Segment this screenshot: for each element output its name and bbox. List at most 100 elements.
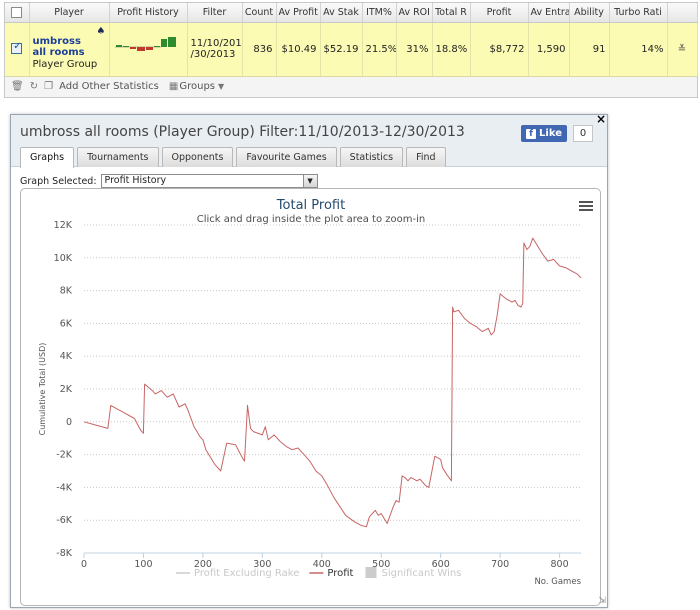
- tab-bar: Graphs Tournaments Opponents Favourite G…: [20, 147, 446, 168]
- column-header-total-roi[interactable]: Total R: [432, 3, 471, 23]
- av-stake-cell: $52.19: [320, 22, 363, 77]
- y-tick-label: -4K: [56, 482, 72, 493]
- av-entrants-cell: 1,590: [528, 22, 570, 77]
- facebook-icon: f: [526, 129, 537, 139]
- x-tick-label: 200: [194, 559, 212, 570]
- av-profit-cell: $10.49: [276, 22, 321, 77]
- tab-tournaments[interactable]: Tournaments: [77, 147, 159, 167]
- x-tick-label: 700: [491, 559, 509, 570]
- poker-player-icon: ♠: [96, 25, 106, 37]
- column-header-av-roi[interactable]: Av ROI: [396, 3, 433, 23]
- x-tick-label: 0: [81, 559, 87, 570]
- y-tick-label: 6K: [60, 318, 73, 329]
- stats-panel: Player Profit History Filter Count Av Pr…: [4, 2, 698, 98]
- graph-selected-label: Graph Selected:: [20, 175, 97, 187]
- av-roi-cell: 31%: [396, 22, 433, 77]
- column-header-actions: [667, 3, 698, 23]
- player-name-link[interactable]: umbross all rooms: [32, 36, 85, 58]
- tab-favourite-games[interactable]: Favourite Games: [236, 147, 337, 167]
- stats-table: Player Profit History Filter Count Av Pr…: [5, 3, 698, 77]
- tab-opponents[interactable]: Opponents: [161, 147, 234, 167]
- y-tick-label: 2K: [60, 384, 73, 395]
- itm-cell: 21.5%: [362, 22, 397, 77]
- column-header-av-entrants[interactable]: Av Entra: [528, 3, 570, 23]
- series-line-profit: [83, 237, 582, 528]
- legend-item-label: Profit Excluding Rake: [194, 568, 299, 579]
- player-dialog: umbross all rooms (Player Group) Filter:…: [10, 112, 608, 608]
- x-tick-label: 300: [253, 559, 271, 570]
- row-action-icon[interactable]: ≚: [667, 22, 698, 77]
- column-header-count[interactable]: Count: [242, 3, 277, 23]
- x-tick-label: 400: [313, 559, 331, 570]
- chart-subtitle: Click and drag inside the plot area to z…: [197, 214, 425, 225]
- trash-icon[interactable]: 🗑: [11, 81, 24, 92]
- graph-select-value: Profit History: [104, 175, 167, 186]
- groups-icon: ▦: [168, 81, 179, 92]
- profit-cell: $8,772: [470, 22, 529, 77]
- y-tick-label: -2K: [56, 450, 72, 461]
- table-row[interactable]: ♠ umbross all rooms Player Group: [5, 22, 698, 77]
- facebook-like-count: 0: [573, 125, 593, 142]
- column-header-av-stake[interactable]: Av Stak: [320, 3, 363, 23]
- legend-item-label: Profit: [327, 568, 353, 579]
- chart-menu-icon[interactable]: [579, 201, 593, 213]
- x-tick-label: 500: [372, 559, 390, 570]
- tab-graphs[interactable]: Graphs: [20, 147, 75, 168]
- column-header-av-profit[interactable]: Av Profit: [276, 3, 321, 23]
- column-header-profit[interactable]: Profit: [470, 3, 529, 23]
- player-cell[interactable]: ♠ umbross all rooms Player Group: [29, 22, 110, 77]
- x-axis-title: No. Games: [534, 577, 581, 587]
- facebook-like-button[interactable]: f Like: [521, 125, 567, 142]
- select-all-cell[interactable]: [5, 3, 30, 23]
- count-cell: 836: [242, 22, 277, 77]
- add-statistics-icon: ❐: [44, 81, 54, 92]
- x-tick-label: 100: [134, 559, 152, 570]
- close-icon[interactable]: ×: [595, 112, 606, 126]
- column-header-ability[interactable]: Ability: [569, 3, 610, 23]
- legend-swatch: [365, 567, 377, 578]
- dialog-header: umbross all rooms (Player Group) Filter:…: [11, 112, 607, 168]
- column-header-profit-history[interactable]: Profit History: [109, 3, 188, 23]
- column-header-itm[interactable]: ITM%: [362, 3, 397, 23]
- tab-find[interactable]: Find: [406, 147, 446, 167]
- column-header-filter[interactable]: Filter: [187, 3, 243, 23]
- graph-select-dropdown[interactable]: Profit History ▼: [100, 174, 318, 188]
- y-tick-label: -8K: [56, 548, 72, 559]
- refresh-icon[interactable]: ↻: [29, 81, 39, 92]
- y-tick-label: 12K: [54, 220, 73, 231]
- total-roi-cell: 18.8%: [432, 22, 471, 77]
- x-tick-label: 800: [551, 559, 569, 570]
- y-tick-label: -6K: [56, 515, 72, 526]
- dropdown-arrow-icon[interactable]: ▼: [302, 175, 317, 187]
- filter-cell[interactable]: 11/10/201 /30/2013: [187, 22, 243, 77]
- tab-statistics[interactable]: Statistics: [339, 147, 404, 167]
- profit-history-cell[interactable]: [109, 22, 188, 77]
- add-other-statistics-button[interactable]: Add Other Statistics: [59, 81, 159, 92]
- chevron-down-icon[interactable]: ▼: [218, 82, 225, 91]
- y-tick-label: 10K: [54, 253, 73, 264]
- y-tick-label: 4K: [60, 351, 73, 362]
- stats-toolbar: 🗑 ↻ ❐ Add Other Statistics ▦ Groups ▼: [5, 77, 697, 97]
- select-all-checkbox[interactable]: [11, 6, 23, 18]
- facebook-like-label: Like: [539, 128, 562, 139]
- groups-button[interactable]: Groups: [179, 81, 215, 92]
- resize-grip-icon[interactable]: ⇲: [598, 596, 606, 606]
- chart-container[interactable]: Total Profit Click and drag inside the pl…: [20, 188, 601, 606]
- chart-title: Total Profit: [276, 198, 345, 213]
- player-type-label: Player Group: [32, 59, 98, 70]
- y-tick-label: 8K: [60, 286, 73, 297]
- row-checkbox-cell[interactable]: [5, 22, 30, 77]
- row-checkbox[interactable]: [11, 41, 23, 55]
- y-tick-label: 0: [66, 417, 72, 428]
- profit-sparkline: [115, 36, 176, 51]
- ability-cell: 91: [569, 22, 610, 77]
- dialog-title: umbross all rooms (Player Group) Filter:…: [20, 124, 465, 140]
- table-header-row: Player Profit History Filter Count Av Pr…: [5, 3, 698, 23]
- legend-item-label: Significant Wins: [381, 568, 461, 579]
- turbo-ratio-cell: 14%: [609, 22, 668, 77]
- y-axis-title: Cumulative Total (USD): [38, 343, 47, 436]
- x-tick-label: 600: [432, 559, 450, 570]
- column-header-player[interactable]: Player: [29, 3, 110, 23]
- column-header-turbo-ratio[interactable]: Turbo Rati: [609, 3, 668, 23]
